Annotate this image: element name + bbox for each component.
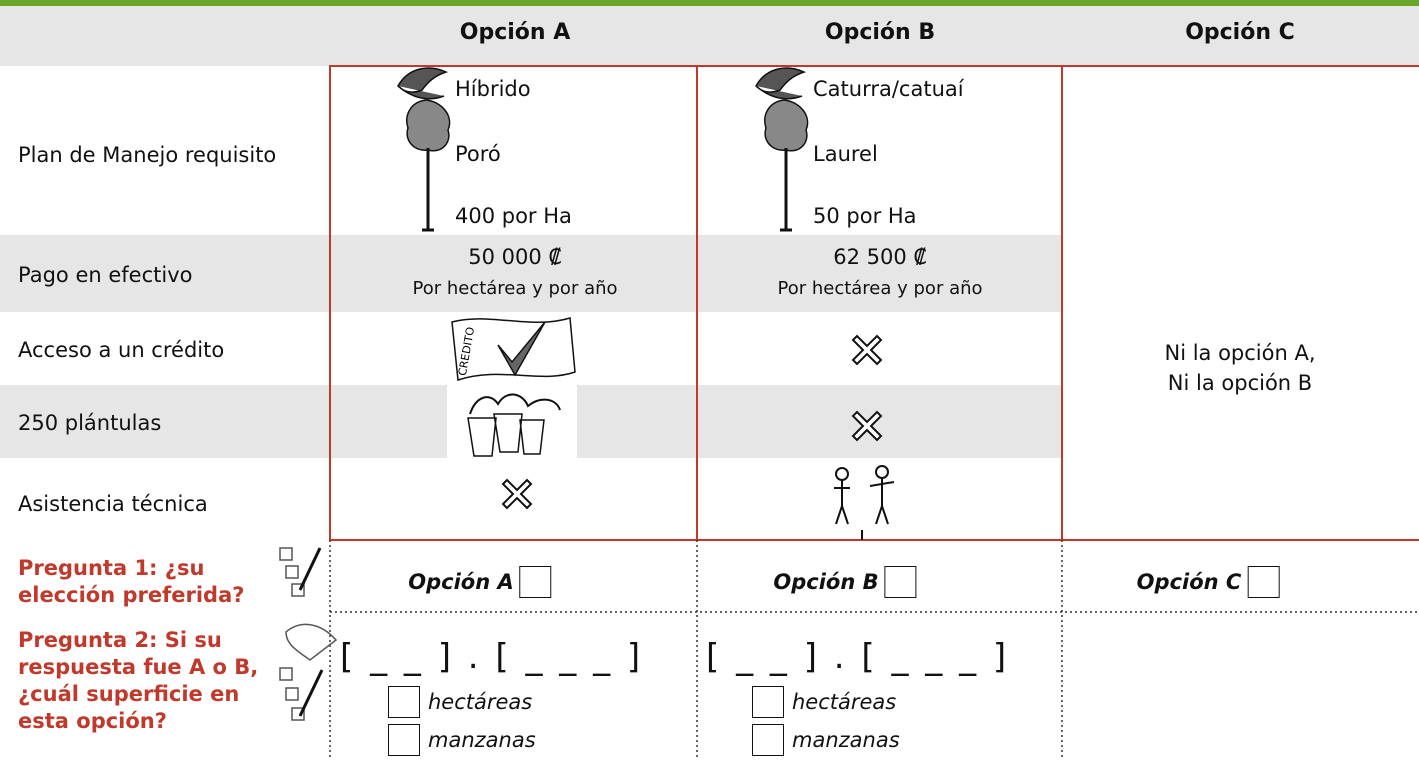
row-label: 250 plántulas [18,411,162,435]
cell-text: Poró [455,142,501,166]
area-format: [ _ _ ] . [ _ _ _ ] [706,637,1010,677]
cell-text: Híbrido [455,77,531,101]
column-header: Opción B [824,20,936,45]
row-label: Asistencia técnica [18,492,208,516]
dotted-lines [329,540,1419,760]
column-header: Opción A [459,20,571,45]
cell-text: Caturra/catuaí [813,77,964,101]
unit-label: hectáreas [428,689,533,714]
cell-text: 50 por Ha [813,204,917,228]
technicians-icon [834,465,895,540]
cross-icon [852,335,882,365]
unit-option[interactable]: hectáreas [752,686,896,718]
checkbox[interactable] [519,566,552,598]
option-borders [329,65,1419,541]
row-band [0,235,1062,312]
checkbox[interactable] [1247,566,1280,598]
question-text: Pregunta 1: ¿su elección preferida? [18,556,245,607]
header-band [0,6,1419,66]
checkbox[interactable] [752,724,784,756]
checkbox[interactable] [388,686,420,718]
choice-label: Opción B [773,569,879,594]
choice-label: Opción A [408,569,514,594]
unit-option[interactable]: manzanas [388,724,536,756]
row-label: Pago en efectivo [18,263,193,287]
choice-label: Opción C [1136,569,1242,594]
checkbox[interactable] [388,724,420,756]
choice[interactable]: Opción C [1137,566,1280,598]
unit-label: manzanas [792,727,900,752]
area-format: [ _ _ ] . [ _ _ _ ] [340,637,644,677]
cell-text: Por hectárea y por año [777,278,983,299]
option-c-text: Ni la opción A, [1164,341,1316,365]
checkbox[interactable] [884,566,917,598]
cell-text: Laurel [813,142,878,166]
row-label: Plan de Manejo requisito [18,143,277,167]
unit-option[interactable]: manzanas [752,724,900,756]
cell-text: 400 por Ha [455,204,572,228]
unit-label: manzanas [428,727,536,752]
checkbox[interactable] [752,686,784,718]
tree-icon [763,98,810,232]
checklist-icon [279,547,338,721]
cell-text: Por hectárea y por año [412,278,618,299]
column-header: Opción C [1185,20,1295,45]
credit-icon: CREDITO [447,312,577,385]
coffee-icon [755,67,805,100]
choice[interactable]: Opción A [408,566,552,598]
cell-text: 50 000 ₡ [468,245,562,269]
option-c-text: Ni la opción B [1167,371,1313,395]
row-label: Acceso a un crédito [18,338,225,362]
coffee-icon [397,67,447,100]
cross-icon [502,479,532,509]
seedlings-icon [447,385,577,463]
choice[interactable]: Opción B [773,566,917,598]
cell-text: 62 500 ₡ [833,245,927,269]
unit-option[interactable]: hectáreas [388,686,532,718]
tree-icon [405,98,452,232]
unit-label: hectáreas [792,689,897,714]
question-text: Pregunta 2: Si su respuesta fue A o B, ¿… [18,628,259,733]
top-bar [0,0,1419,6]
